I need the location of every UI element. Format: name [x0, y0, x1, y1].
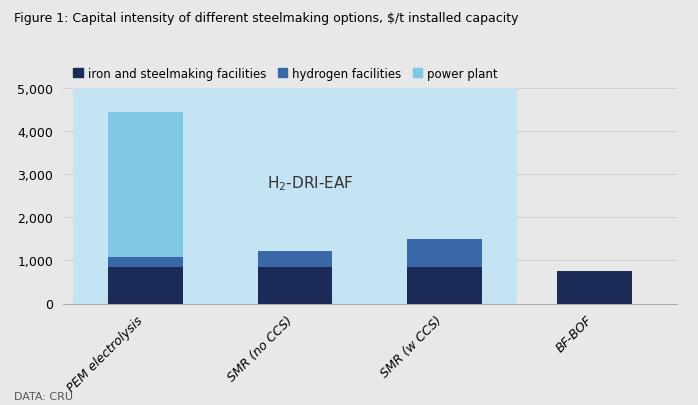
Bar — [107, 267, 183, 304]
Bar — [258, 252, 332, 267]
Bar — [107, 258, 183, 267]
Text: Figure 1: Capital intensity of different steelmaking options, $/t installed capa: Figure 1: Capital intensity of different… — [14, 12, 519, 25]
Bar — [73, 89, 517, 304]
Legend: iron and steelmaking facilities, hydrogen facilities, power plant: iron and steelmaking facilities, hydroge… — [68, 63, 503, 85]
Bar — [408, 267, 482, 304]
Bar — [258, 267, 332, 304]
Text: H$_2$-DRI-EAF: H$_2$-DRI-EAF — [267, 174, 353, 193]
Bar — [107, 113, 183, 258]
Bar — [408, 239, 482, 267]
Bar — [557, 271, 632, 304]
Text: DATA: CRU: DATA: CRU — [14, 391, 73, 401]
